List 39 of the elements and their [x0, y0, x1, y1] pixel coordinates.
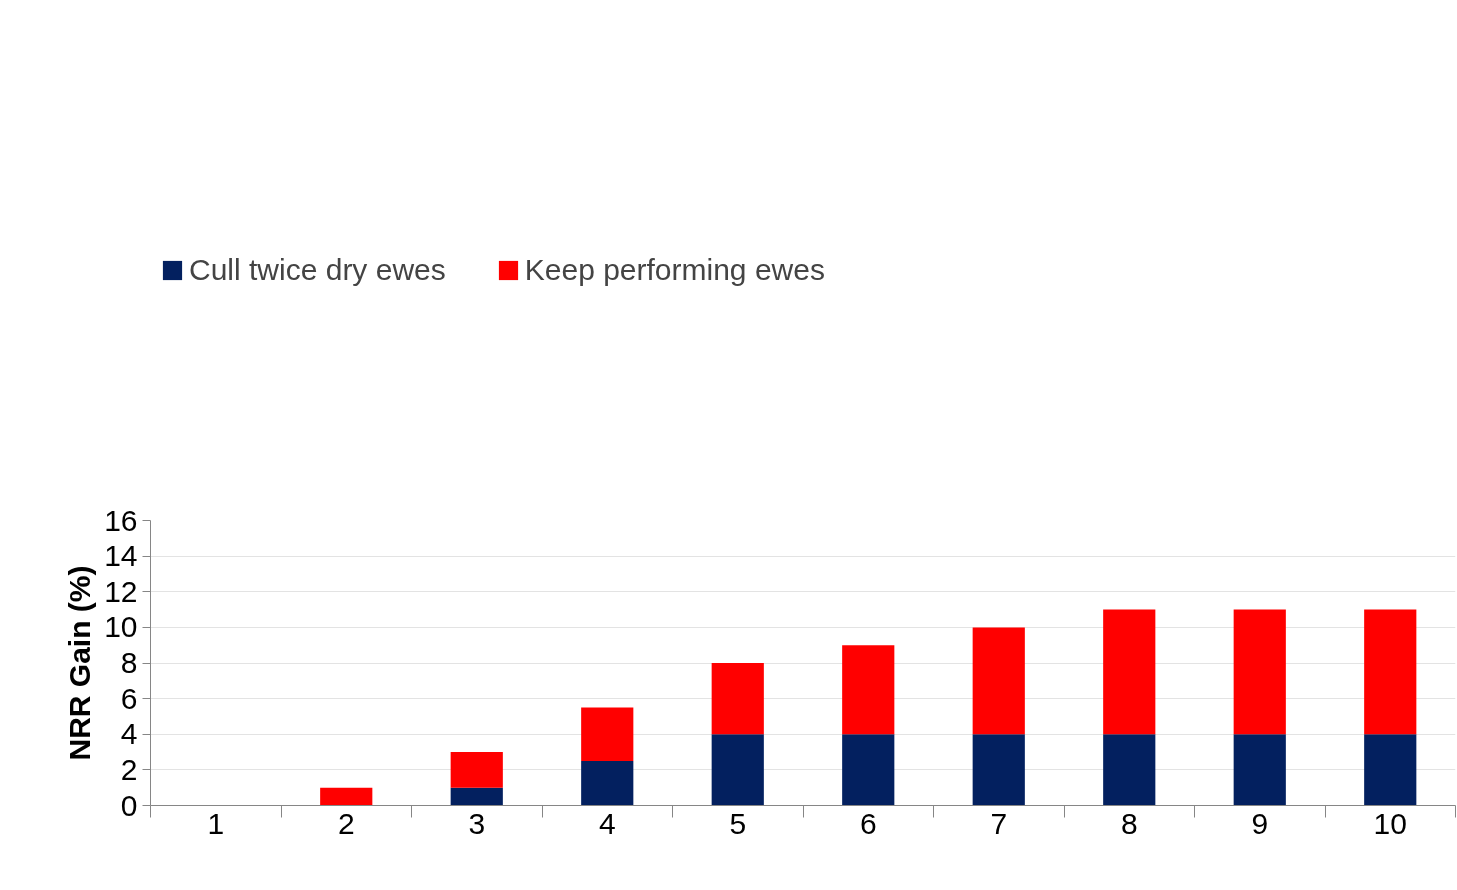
- bar: [450, 752, 503, 788]
- y-tick-label: 4: [120, 717, 138, 751]
- y-tick-label: 0: [120, 788, 138, 822]
- x-tick-label: 5: [729, 806, 747, 840]
- x-tick-label: 9: [1251, 806, 1269, 840]
- bar: [1233, 609, 1286, 735]
- bar: [972, 734, 1025, 806]
- y-tick-label: 14: [104, 539, 138, 573]
- x-tick-label: 1: [207, 806, 225, 840]
- bar: [842, 734, 895, 806]
- x-tick-label: 2: [337, 806, 355, 840]
- x-tick-label: 7: [990, 806, 1008, 840]
- bar: [1103, 734, 1156, 806]
- y-tick-label: 10: [104, 610, 138, 644]
- y-tick-label: 8: [120, 646, 138, 679]
- bar: [972, 627, 1025, 735]
- bar: [581, 707, 634, 761]
- bar: [1103, 609, 1156, 735]
- bar: [842, 645, 895, 735]
- legend-label: Cull twice dry ewes: [189, 253, 446, 287]
- y-tick-label: 12: [104, 574, 138, 608]
- y-tick-label: 6: [120, 681, 138, 715]
- bar: [1233, 734, 1286, 806]
- bar: [1364, 734, 1417, 806]
- bar: [450, 787, 503, 806]
- bar: [581, 760, 634, 806]
- bar: [320, 787, 373, 806]
- x-tick-label: 3: [468, 806, 486, 840]
- bar: [711, 663, 764, 735]
- y-axis-title: NRR Gain (%): [63, 565, 97, 761]
- bar: [711, 734, 764, 806]
- x-tick-label: 4: [598, 806, 616, 840]
- bar: [1364, 609, 1417, 735]
- x-tick-label: 8: [1120, 806, 1138, 840]
- legend-label: Keep performing ewes: [524, 253, 825, 287]
- y-tick-label: 2: [120, 752, 138, 786]
- x-tick-label: 10: [1373, 806, 1407, 840]
- y-tick-label: 16: [104, 503, 138, 537]
- x-tick-label: 6: [859, 806, 877, 840]
